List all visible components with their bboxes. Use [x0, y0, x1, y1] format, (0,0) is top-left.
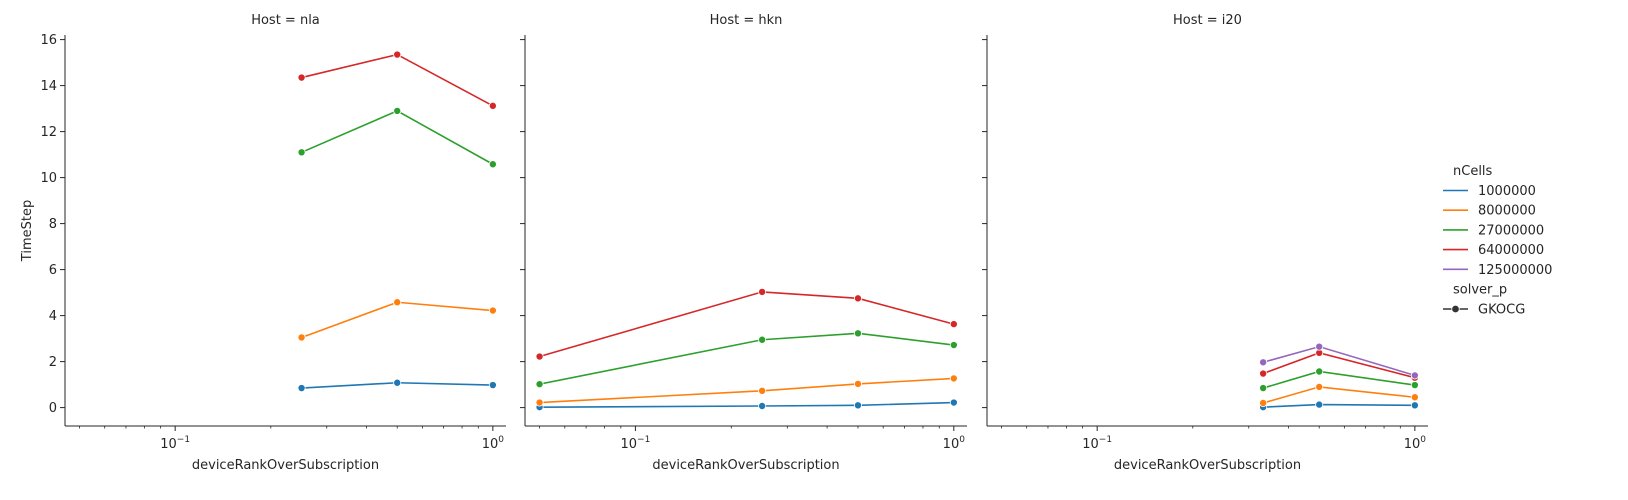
legend-entry: 8000000	[1478, 204, 1536, 219]
data-point	[1315, 342, 1324, 351]
data-point	[1410, 393, 1419, 402]
x-tick-label: 100	[943, 435, 966, 452]
data-point	[1259, 384, 1268, 393]
series-line	[539, 377, 954, 404]
data-point	[1315, 367, 1324, 376]
facet-title: Host = i20	[1173, 13, 1242, 28]
legend-marker	[1451, 304, 1460, 314]
y-tick-label: 12	[40, 125, 57, 140]
y-tick-label: 2	[49, 355, 57, 370]
data-point	[535, 398, 544, 407]
facet-panel-1: Host = hkn 10−1 100 deviceRankOverSubscript…	[520, 13, 967, 473]
data-point	[1410, 401, 1419, 410]
facet-panel-0: Host = nla 0 2 4 6 8 10 12 14 16 10−1 100 deviceRank…	[20, 13, 506, 473]
data-point	[1410, 381, 1419, 390]
x-tick-label: 100	[482, 435, 505, 452]
data-point	[393, 298, 402, 307]
data-point	[758, 287, 767, 296]
data-point	[1259, 398, 1268, 407]
data-point	[758, 401, 767, 410]
data-point	[297, 333, 306, 342]
data-point	[1315, 400, 1324, 409]
y-tick-label: 14	[40, 79, 57, 94]
data-point	[297, 384, 306, 393]
x-tick-label: 10−1	[1082, 435, 1112, 452]
facet-title: Host = nla	[251, 13, 320, 28]
x-axis-label: deviceRankOverSubscription	[192, 458, 379, 473]
data-point	[1259, 358, 1268, 367]
series-line	[301, 53, 494, 107]
y-tick-label: 8	[49, 217, 57, 232]
data-point	[393, 50, 402, 59]
data-point	[853, 329, 862, 338]
y-tick-label: 16	[40, 33, 57, 48]
legend: nCells 1000000 8000000 27000000 64000000 1250…	[1443, 164, 1552, 318]
series-line	[539, 332, 954, 385]
data-point	[949, 320, 958, 329]
data-point	[488, 101, 497, 110]
y-tick-label: 6	[49, 263, 57, 278]
data-point	[535, 352, 544, 361]
facet-title: Host = hkn	[710, 13, 783, 28]
data-point	[949, 398, 958, 407]
legend-title: nCells	[1453, 164, 1493, 179]
data-point	[758, 386, 767, 395]
data-point	[535, 380, 544, 389]
legend-entry: 27000000	[1478, 223, 1544, 238]
data-point	[853, 379, 862, 388]
data-point	[488, 381, 497, 390]
x-tick-label: 10−1	[621, 435, 651, 452]
series-line	[301, 110, 494, 165]
data-point	[758, 335, 767, 344]
data-point	[949, 341, 958, 350]
data-point	[853, 401, 862, 410]
data-point	[488, 306, 497, 315]
facet-panel-2: Host = i20 10−1 100 deviceRankOverSubscript…	[982, 13, 1428, 473]
data-point	[853, 294, 862, 303]
y-axis-label: TimeStep	[20, 200, 35, 262]
series-line	[539, 291, 955, 358]
y-tick-label: 4	[49, 309, 57, 324]
legend-entry: GKOCG	[1478, 303, 1525, 318]
x-axis-label: deviceRankOverSubscription	[652, 458, 839, 473]
data-point	[1315, 382, 1324, 391]
legend-entry: 64000000	[1478, 243, 1544, 258]
x-tick-label: 100	[1404, 435, 1427, 452]
data-point	[1259, 369, 1268, 378]
data-point	[488, 160, 497, 169]
x-axis-label: deviceRankOverSubscription	[1114, 458, 1301, 473]
series-line	[1263, 403, 1415, 408]
data-point	[297, 73, 306, 82]
y-tick-label: 10	[40, 171, 57, 186]
data-point	[393, 106, 402, 115]
data-point	[297, 148, 306, 157]
legend-title: solver_p	[1453, 283, 1507, 298]
series-line	[1262, 370, 1415, 389]
legend-entry: 125000000	[1478, 263, 1552, 278]
series-line	[1262, 386, 1415, 404]
data-point	[1410, 371, 1419, 380]
series-line	[539, 401, 954, 408]
data-point	[949, 374, 958, 383]
x-tick-label: 10−1	[160, 435, 190, 452]
series-line	[301, 301, 493, 339]
y-tick-label: 0	[49, 401, 57, 416]
legend-entry: 1000000	[1478, 184, 1536, 199]
data-point	[393, 378, 402, 387]
